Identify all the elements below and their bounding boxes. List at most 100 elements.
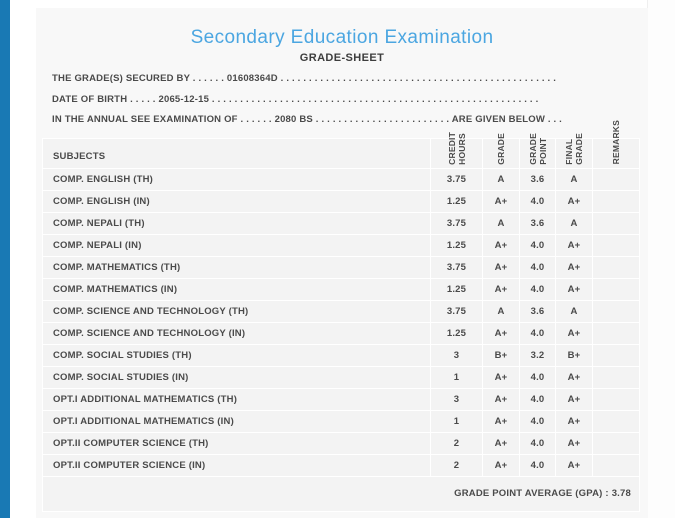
final-grade-cell: A+ (556, 234, 593, 256)
grade-point-cell: 4.0 (520, 234, 556, 256)
table-row: COMP. SOCIAL STUDIES (IN) 1 A+ 4.0 A+ (43, 366, 639, 389)
credit-hours-cell: 3.75 (431, 212, 483, 234)
column-header-grade-point-label: GRADE POINT (527, 132, 548, 165)
grade-cell: A+ (483, 234, 520, 256)
remarks-cell (593, 322, 639, 344)
remarks-cell (593, 410, 639, 432)
subject-cell: COMP. SCIENCE AND TECHNOLOGY (IN) (43, 322, 431, 344)
final-grade-cell: A+ (556, 322, 593, 344)
grade-cell: A+ (483, 454, 520, 476)
table-row: OPT.II COMPUTER SCIENCE (IN) 2 A+ 4.0 A+ (43, 454, 639, 477)
remarks-cell (593, 234, 639, 256)
gpa-label: GRADE POINT AVERAGE (GPA) : (454, 488, 609, 499)
final-grade-cell: A+ (556, 190, 593, 212)
column-header-credit-hours: CREDIT HOURS (431, 132, 483, 168)
remarks-cell (593, 344, 639, 366)
column-header-remarks-label: REMARKS (611, 120, 621, 165)
subject-cell: COMP. SOCIAL STUDIES (TH) (43, 344, 431, 366)
grade-point-cell: 4.0 (520, 454, 556, 476)
final-grade-cell: A+ (556, 410, 593, 432)
grade-point-cell: 3.6 (520, 300, 556, 322)
subject-cell: COMP. NEPALI (IN) (43, 234, 431, 256)
grade-point-cell: 3.6 (520, 168, 556, 190)
column-header-grade-point: GRADE POINT (520, 133, 556, 168)
final-grade-cell: A (556, 212, 593, 234)
table-row: COMP. SOCIAL STUDIES (TH) 3 B+ 3.2 B+ (43, 344, 639, 367)
column-header-final-grade-label: FINAL GRADE (564, 132, 584, 165)
gpa-cell: GRADE POINT AVERAGE (GPA) : 3.78 (43, 476, 639, 511)
column-header-final-grade: FINAL GRADE (556, 133, 593, 168)
table-row: OPT.I ADDITIONAL MATHEMATICS (TH) 3 A+ 4… (43, 388, 639, 411)
grade-cell: A+ (483, 410, 520, 432)
info-line-date-of-birth: DATE OF BIRTH . . . . . 2065-12-15 . . .… (52, 93, 539, 105)
column-header-subjects: SUBJECTS (43, 138, 431, 168)
grade-point-cell: 4.0 (520, 278, 556, 300)
credit-hours-cell: 1.25 (431, 322, 483, 344)
credit-hours-cell: 1.25 (431, 278, 483, 300)
credit-hours-cell: 2 (431, 454, 483, 476)
final-grade-cell: A+ (556, 256, 593, 278)
final-grade-cell: A+ (556, 454, 593, 476)
info-line-grades-secured-by: THE GRADE(S) SECURED BY . . . . . . 0160… (52, 73, 557, 84)
final-grade-cell: A+ (556, 388, 593, 410)
table-row: COMP. NEPALI (TH) 3.75 A 3.6 A (43, 212, 639, 235)
grade-cell: A+ (483, 256, 520, 278)
subject-cell: COMP. MATHEMATICS (TH) (43, 256, 431, 278)
remarks-cell (593, 366, 639, 388)
grade-cell: A (483, 168, 520, 190)
final-grade-cell: A+ (556, 432, 593, 454)
grade-point-cell: 4.0 (520, 388, 556, 410)
column-header-remarks: REMARKS (593, 120, 639, 168)
final-grade-cell: A+ (556, 278, 593, 300)
grade-point-cell: 4.0 (520, 322, 556, 344)
page-title: Secondary Education Examination (190, 27, 494, 48)
grade-point-cell: 4.0 (520, 190, 556, 212)
remarks-cell (593, 256, 639, 278)
column-header-credit-hours-label: CREDIT HOURS (446, 131, 467, 165)
table-row: OPT.II COMPUTER SCIENCE (TH) 2 A+ 4.0 A+ (43, 432, 639, 455)
column-header-grade-label: GRADE (496, 132, 506, 165)
grade-point-cell: 4.0 (520, 366, 556, 388)
table-row: COMP. SCIENCE AND TECHNOLOGY (IN) 1.25 A… (43, 322, 639, 345)
final-grade-cell: A (556, 300, 593, 322)
subject-cell: COMP. MATHEMATICS (IN) (43, 278, 431, 300)
credit-hours-cell: 3.75 (431, 300, 483, 322)
gpa-value: 3.78 (611, 488, 631, 499)
table-row: COMP. MATHEMATICS (TH) 3.75 A+ 4.0 A+ (43, 256, 639, 279)
final-grade-cell: A+ (556, 366, 593, 388)
grade-sheet-panel: Secondary Education Examination GRADE-SH… (36, 8, 648, 518)
subject-cell: COMP. SOCIAL STUDIES (IN) (43, 366, 431, 388)
credit-hours-cell: 2 (431, 432, 483, 454)
left-accent-bar (0, 0, 10, 518)
grade-cell: B+ (483, 344, 520, 366)
subject-cell: COMP. ENGLISH (IN) (43, 190, 431, 212)
table-row: OPT.I ADDITIONAL MATHEMATICS (IN) 1 A+ 4… (43, 410, 639, 433)
grade-cell: A (483, 300, 520, 322)
table-row: COMP. SCIENCE AND TECHNOLOGY (TH) 3.75 A… (43, 300, 639, 323)
subject-cell: OPT.I ADDITIONAL MATHEMATICS (IN) (43, 410, 431, 432)
subject-cell: OPT.I ADDITIONAL MATHEMATICS (TH) (43, 388, 431, 410)
subject-cell: OPT.II COMPUTER SCIENCE (TH) (43, 432, 431, 454)
credit-hours-cell: 1 (431, 410, 483, 432)
subject-cell: OPT.II COMPUTER SCIENCE (IN) (43, 454, 431, 476)
subject-cell: COMP. SCIENCE AND TECHNOLOGY (TH) (43, 300, 431, 322)
grade-point-cell: 3.2 (520, 344, 556, 366)
grade-point-cell: 4.0 (520, 432, 556, 454)
grade-point-cell: 4.0 (520, 410, 556, 432)
table-row: COMP. ENGLISH (IN) 1.25 A+ 4.0 A+ (43, 190, 639, 213)
column-header-grade: GRADE (483, 133, 520, 168)
grade-cell: A+ (483, 322, 520, 344)
remarks-cell (593, 432, 639, 454)
subject-cell: COMP. NEPALI (TH) (43, 212, 431, 234)
table-header-row: SUBJECTS CREDIT HOURS GRADE GRADE POINT … (43, 120, 639, 169)
credit-hours-cell: 1 (431, 366, 483, 388)
student-info-block: THE GRADE(S) SECURED BY . . . . . . 0160… (52, 69, 632, 131)
grade-cell: A+ (483, 366, 520, 388)
final-grade-cell: B+ (556, 344, 593, 366)
table-row: COMP. NEPALI (IN) 1.25 A+ 4.0 A+ (43, 234, 639, 257)
info-line-examination-year: IN THE ANNUAL SEE EXAMINATION OF . . . .… (52, 114, 563, 125)
gpa-row: GRADE POINT AVERAGE (GPA) : 3.78 (43, 476, 639, 511)
sheet-subtitle: GRADE-SHEET (299, 52, 385, 64)
remarks-cell (593, 388, 639, 410)
grade-cell: A+ (483, 388, 520, 410)
